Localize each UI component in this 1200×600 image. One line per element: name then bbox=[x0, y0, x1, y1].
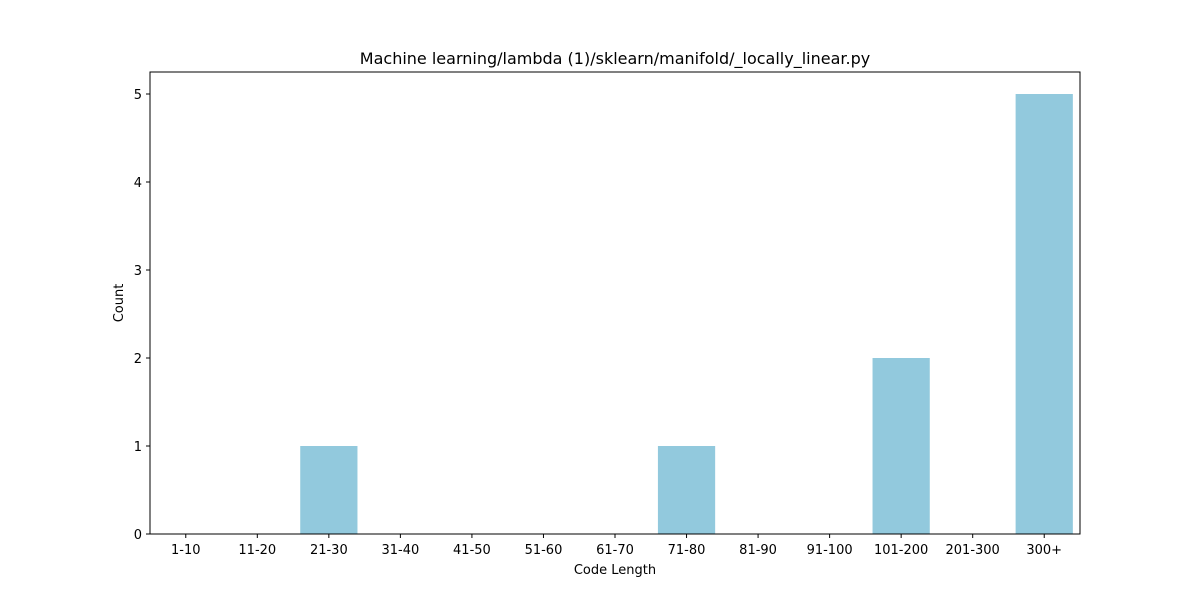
x-tick-label: 81-90 bbox=[739, 543, 777, 558]
bar-101-200 bbox=[872, 358, 930, 534]
bar-300+ bbox=[1015, 94, 1073, 534]
bar-21-30 bbox=[300, 446, 358, 534]
x-axis-label: Code Length bbox=[574, 563, 656, 578]
bars-layer bbox=[300, 94, 1073, 534]
y-tick-label: 3 bbox=[134, 264, 142, 279]
y-tick-label: 4 bbox=[134, 176, 142, 191]
x-tick-label: 201-300 bbox=[946, 543, 1000, 558]
chart-title: Machine learning/lambda (1)/sklearn/mani… bbox=[360, 49, 870, 69]
x-tick-label: 11-20 bbox=[238, 543, 276, 558]
x-tick-label: 300+ bbox=[1026, 543, 1062, 558]
x-tick-label: 21-30 bbox=[310, 543, 348, 558]
plot-frame bbox=[149, 71, 1081, 535]
x-tick-label: 91-100 bbox=[807, 543, 853, 558]
y-axis: 0 1 2 3 4 5 bbox=[134, 88, 150, 543]
x-tick-label: 31-40 bbox=[381, 543, 419, 558]
x-tick-label: 51-60 bbox=[525, 543, 563, 558]
y-tick-label: 0 bbox=[134, 528, 142, 543]
y-tick-label: 2 bbox=[134, 352, 142, 367]
x-tick-label: 1-10 bbox=[171, 543, 201, 558]
y-tick-label: 1 bbox=[134, 440, 142, 455]
x-tick-label: 101-200 bbox=[874, 543, 928, 558]
x-tick-label: 71-80 bbox=[668, 543, 706, 558]
x-tick-label: 61-70 bbox=[596, 543, 634, 558]
y-axis-label: Count bbox=[112, 284, 127, 323]
bar-71-80 bbox=[657, 446, 716, 534]
x-tick-label: 41-50 bbox=[453, 543, 491, 558]
x-axis: 1-10 11-20 21-30 31-40 41-50 51-60 61-70 71-80 8… bbox=[171, 534, 1062, 558]
y-tick-label: 5 bbox=[134, 88, 142, 103]
